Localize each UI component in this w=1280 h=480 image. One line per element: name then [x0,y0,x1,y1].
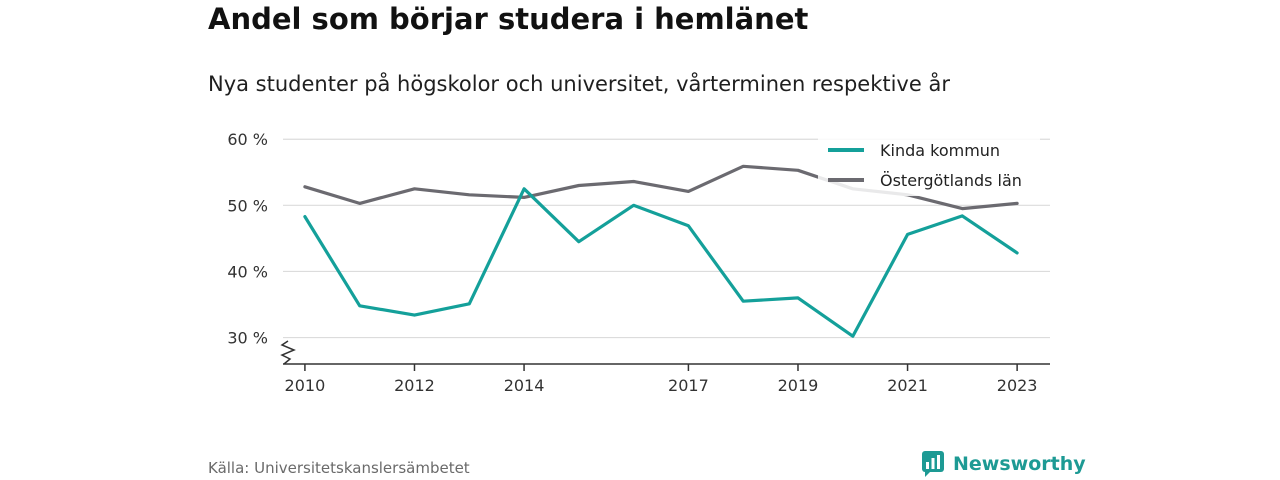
y-axis-ticks: 30 % 40 % 50 % 60 % [227,130,268,347]
newsworthy-logo: Newsworthy [921,449,1086,479]
y-tick-label: 30 % [227,329,268,348]
y-tick-label: 60 % [227,130,268,149]
y-tick-label: 50 % [227,196,268,215]
legend: Kinda kommun Östergötlands län [818,134,1040,196]
source-note: Källa: Universitetskanslersämbetet [208,459,470,477]
x-tick-label: 2010 [285,376,326,395]
brand-name: Newsworthy [953,453,1086,475]
x-axis: 2010 2012 2014 2017 2019 2021 2023 [280,340,1050,395]
axis-break-icon [280,340,296,365]
x-tick-label: 2012 [394,376,435,395]
x-tick-label: 2014 [504,376,545,395]
newsworthy-chart-icon [922,451,944,477]
x-tick-label: 2017 [668,376,709,395]
legend-label: Östergötlands län [880,171,1022,190]
series-line-kinda [303,187,1019,338]
chart-subtitle: Nya studenter på högskolor och universit… [208,72,950,96]
chart-title: Andel som börjar studera i hemlänet [208,2,809,36]
x-tick-label: 2019 [778,376,819,395]
legend-label: Kinda kommun [880,141,1000,160]
y-tick-label: 40 % [227,262,268,281]
x-tick-label: 2021 [887,376,928,395]
legend-background [818,134,1040,196]
x-tick-label: 2023 [997,376,1038,395]
